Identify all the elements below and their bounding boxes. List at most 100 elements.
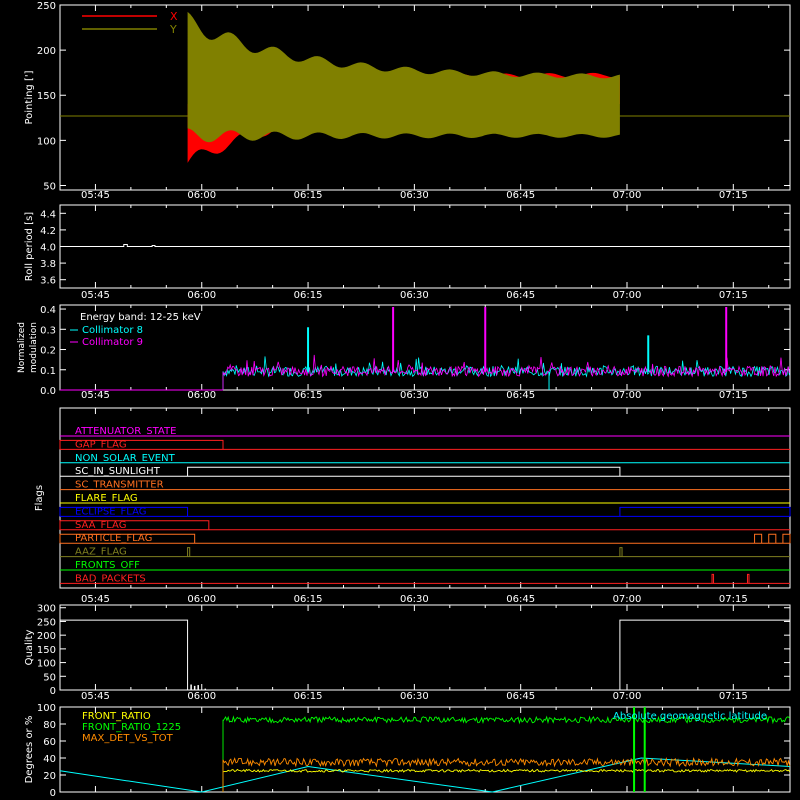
time-tick-label-3: 07:00 [613,390,642,401]
flag-raised-7-2 [619,506,791,517]
time-tick-label-2: 06:30 [400,290,429,301]
panel-1-ytick-label: 250 [37,1,56,12]
time-tick-label-3: 07:15 [719,390,748,401]
modulation-legend-label-2: Collimator 9 [82,337,143,348]
panel-1-frame [59,4,791,191]
panel-3-ytick-label: 0.3 [40,325,56,336]
panel-1-ytick-label: 100 [37,136,56,147]
ratio-legend-label-2: FRONT_RATIO_1225 [82,722,181,733]
time-tick-label-3: 06:00 [187,390,216,401]
panel-3-ytick-label: 0.0 [40,386,56,397]
flag-label-4: SC_IN_SUNLIGHT [75,466,161,477]
time-tick-label-1: 05:45 [81,190,110,201]
panel-3-ytick-label: 0.1 [40,366,56,377]
flag-label-7: ECLIPSE_FLAG [75,506,146,517]
panel-6-ytick-label: 20 [43,771,56,782]
flag-label-3: NON_SOLAR_EVENT [75,453,176,464]
panel-3-ylabel-line2: modulation [29,322,39,373]
flag-label-9: PARTICLE_FLAG [75,533,152,544]
legend-y-label: Y [169,23,177,36]
time-tick-label-3: 06:30 [400,390,429,401]
flag-raised-4-1 [187,466,621,477]
flag-label-8: SAA_FLAG [75,520,126,531]
panel-1-ytick-label: 150 [37,91,56,102]
panel-2-ylabel: Roll period [s] [24,212,35,281]
time-tick-label-1: 06:30 [400,190,429,201]
panel-3-ylabel-line1: Normalized [17,322,27,373]
modulation-series-2 [222,354,790,390]
panel-2-ytick-label: 4.2 [40,226,56,237]
panel-1-ytick-label: 200 [37,46,56,57]
flag-label-11: FRONTS_OFF [75,560,140,571]
panel-1-ylabel: Pointing ['] [24,70,35,124]
panel-4-frame [59,407,791,589]
pointing-y-envelope [187,11,620,143]
flag-raised-7-1 [59,506,189,517]
flag-label-2: GAP_FLAG [75,439,127,450]
time-tick-label-5: 06:15 [294,691,323,702]
time-tick-label-4: 06:45 [506,594,535,605]
panel-2-ytick-label: 4.0 [40,243,56,254]
time-tick-label-1: 06:00 [187,190,216,201]
time-tick-label-2: 07:00 [613,290,642,301]
time-tick-label-5: 07:15 [719,691,748,702]
time-tick-label-2: 06:00 [187,290,216,301]
time-tick-label-4: 06:00 [187,594,216,605]
panel-1-ytick-label: 50 [43,181,56,192]
time-tick-label-4: 05:45 [81,594,110,605]
flag-label-6: FLARE_FLAG [75,493,138,504]
ratio-legend-label-1: FRONT_RATIO [82,711,151,722]
flag-raised-10-2 [619,547,623,557]
legend-x-label: X [170,10,178,23]
time-tick-label-5: 05:45 [81,691,110,702]
time-tick-label-2: 07:15 [719,290,748,301]
time-tick-label-5: 06:45 [506,691,535,702]
panel-5-ytick-label: 150 [37,645,56,656]
time-tick-label-3: 06:15 [294,390,323,401]
panel-2-ytick-label: 3.8 [40,259,56,270]
panel-3-ytick-label: 0.4 [40,305,56,316]
flag-label-12: BAD_PACKETS [75,573,146,584]
time-tick-label-5: 07:00 [613,691,642,702]
flag-raised-9-2 [754,533,763,544]
panel-6-ytick-label: 40 [43,754,56,765]
panel-6-ytick-label: 0 [50,788,56,799]
panel-6-ytick-label: 60 [43,737,56,748]
flag-label-1: ATTENUATOR_STATE [75,426,176,437]
panel-5-ytick-label: 100 [37,659,56,670]
panel-5-ytick-label: 300 [37,604,56,615]
flag-raised-9-4 [782,533,791,544]
ratio-legend-label-3: MAX_DET_VS_TOT [82,733,174,744]
ratio-series-3 [222,756,791,792]
flag-raised-8-1 [59,520,210,530]
roll-period-line [60,244,790,247]
time-tick-label-2: 06:15 [294,290,323,301]
time-tick-label-4: 07:15 [719,594,748,605]
panel-2-ytick-label: 4.4 [40,209,56,220]
panel-5-ylabel: Quality [24,630,35,666]
time-tick-label-4: 06:30 [400,594,429,605]
flag-raised-2-1 [59,439,224,450]
time-tick-label-4: 06:15 [294,594,323,605]
flag-label-10: AAZ_FLAG [75,547,127,558]
geomag-annotation: Absolute geomagnetic latitude [613,711,767,722]
panel-5-ytick-label: 200 [37,631,56,642]
quality-line [60,619,790,691]
ratio-series-2 [222,715,791,792]
time-tick-label-5: 06:30 [400,691,429,702]
time-tick-label-3: 05:45 [81,390,110,401]
panel-5-ytick-label: 50 [43,672,56,683]
panel-6-ytick-label: 100 [37,703,56,714]
flag-raised-9-1 [59,533,196,544]
time-tick-label-4: 07:00 [613,594,642,605]
panel-3-ytick-label: 0.2 [40,346,56,357]
panel-4-ylabel: Flags [34,485,45,511]
ratio-series-1 [222,768,791,792]
panel-5-ytick-label: 250 [37,617,56,628]
flag-raised-9-3 [768,533,777,544]
panel-6-frame [59,706,791,793]
time-tick-label-5: 06:00 [187,691,216,702]
panel-6-ytick-label: 80 [43,720,56,731]
panel-2-ytick-label: 3.6 [40,276,56,287]
